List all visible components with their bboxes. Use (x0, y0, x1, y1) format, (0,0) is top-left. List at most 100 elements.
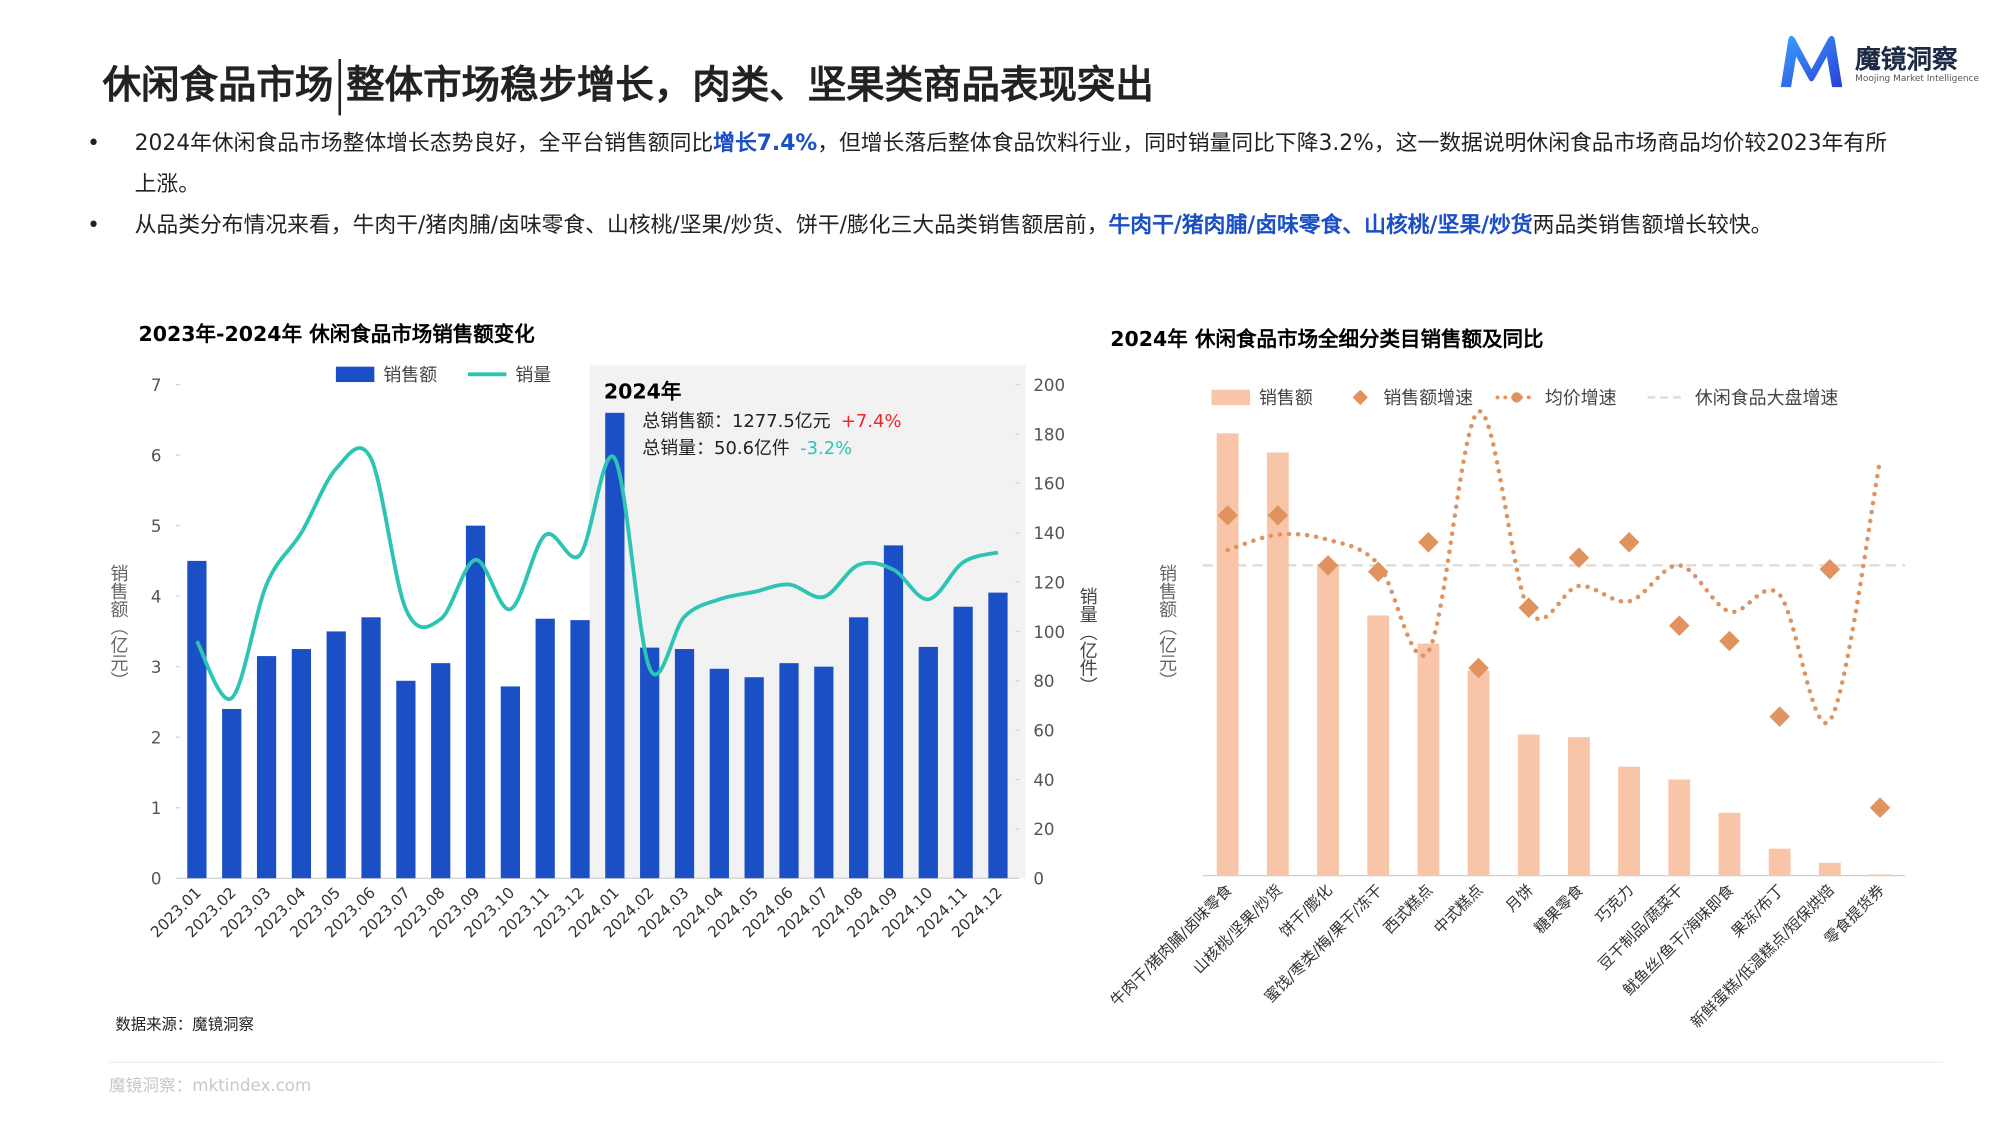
x-tick-label: 月饼 (1502, 881, 1536, 915)
bullet: • 从品类分布情况来看，牛肉干/猪肉脯/卤味零食、山核桃/坚果/炒货、饼干/膨化三… (87, 205, 1908, 246)
annotation-text: 总销量：50.6亿件 (642, 438, 790, 459)
y-tick-label: 5 (151, 517, 162, 536)
dotted-line (1225, 409, 1883, 726)
diamond-marker (1518, 597, 1540, 618)
legend-swatch (1211, 389, 1250, 406)
line (195, 446, 999, 701)
diamond-marker (1869, 797, 1891, 818)
bar (1668, 779, 1691, 876)
annotation-title: 2024年 (604, 380, 682, 404)
annotation-line: 总销售额：1277.5亿元 +7.4% (642, 411, 901, 432)
legend-swatch (1352, 389, 1368, 406)
text: ，但增长落后整体食品饮料行业，同时销量同比下降3.2%，这一数据说明休闲食品市场… (134, 130, 1888, 198)
bar (222, 708, 242, 879)
bar (883, 545, 904, 879)
y2-tick-label: 80 (1033, 672, 1054, 691)
bar (535, 618, 555, 879)
bullet-dot: • (87, 130, 101, 157)
title-sub: 整体市场稳步增长，肉类、坚果类商品表现突出 (346, 63, 1154, 109)
y2-tick-label: 20 (1033, 820, 1054, 839)
bar (1768, 848, 1791, 876)
bar (465, 525, 486, 879)
bar (1266, 452, 1289, 876)
y-tick-label: 1 (151, 799, 162, 818)
legend-label: 休闲食品大盘增速 (1695, 388, 1839, 409)
legend-label: 销量 (515, 365, 551, 386)
bar (570, 620, 590, 879)
y-tick-label: 7 (151, 376, 162, 395)
bar (779, 663, 799, 879)
y2-tick-label: 180 (1033, 425, 1065, 444)
bar (1818, 862, 1841, 876)
bar (605, 412, 625, 879)
bar (814, 666, 834, 879)
annotation-text: 总销售额：1277.5亿元 (642, 411, 830, 432)
emphasis-text: 牛肉干/猪肉脯/卤味零食、山核桃/坚果/炒货 (1108, 212, 1533, 239)
bullet: • 2024年休闲食品市场整体增长态势良好，全平台销售额同比增长7.4%，但增长落… (87, 123, 1908, 205)
legend-label: 销售额增速 (1383, 388, 1473, 409)
bar (500, 686, 520, 879)
text: 从品类分布情况来看，牛肉干/猪肉脯/卤味零食、山核桃/坚果/炒货、饼干/膨化三大… (134, 212, 1109, 239)
y-tick-label: 0 (151, 870, 162, 889)
y-axis-title: 销售额（亿元） (107, 564, 128, 690)
bar (326, 631, 346, 879)
logo-name: 魔镜洞察 (1855, 43, 1958, 75)
bar (361, 617, 381, 879)
bar (744, 677, 764, 879)
diamond-marker (1669, 615, 1690, 636)
diamond-marker (1819, 558, 1841, 580)
bar (431, 663, 451, 879)
highlight-region (589, 365, 1026, 879)
bar (291, 649, 312, 879)
y-tick-label: 6 (151, 447, 162, 466)
diamond-marker (1618, 532, 1640, 553)
bar (1568, 737, 1590, 876)
bullet-text: 从品类分布情况来看，牛肉干/猪肉脯/卤味零食、山核桃/坚果/炒货、饼干/膨化三大… (135, 205, 1908, 246)
legend-label: 销售额 (383, 365, 437, 386)
y2-axis-title: 销量（亿件） (1077, 587, 1098, 695)
bar (1367, 615, 1390, 876)
bar (709, 668, 729, 879)
diamond-marker (1769, 706, 1790, 727)
legend-label: 销售额 (1259, 388, 1313, 409)
bar (849, 617, 869, 879)
y2-tick-label: 140 (1033, 524, 1065, 543)
bar (1467, 670, 1490, 876)
bar (674, 649, 695, 879)
diamond-marker (1719, 630, 1740, 652)
legend-swatch (335, 366, 375, 383)
logo-tagline: Moojing Market Intelligence (1855, 73, 1980, 84)
chart-title: 2024年 休闲食品市场全细分类目销售额及同比 (1110, 327, 1543, 351)
page-title: 休闲食品市场 整体市场稳步增长，肉类、坚果类商品表现突出 (102, 58, 1154, 116)
bar (988, 592, 1008, 879)
x-tick-label: 山核桃/坚果/炒货 (1190, 881, 1286, 977)
title-separator (338, 58, 342, 116)
emphasis-text: 增长7.4% (713, 130, 818, 157)
bar (953, 606, 973, 879)
x-tick-label: 巧克力 (1592, 881, 1637, 926)
annotation-change: -3.2% (800, 438, 852, 459)
y2-tick-label: 40 (1033, 771, 1054, 790)
bar (396, 680, 416, 879)
diamond-marker (1418, 532, 1439, 553)
bullet-dot: • (87, 212, 101, 239)
bar (918, 646, 938, 879)
y-tick-label: 2 (151, 729, 162, 748)
bar (1869, 874, 1891, 876)
y2-tick-label: 100 (1033, 623, 1065, 642)
bar (1417, 643, 1440, 876)
title-main: 休闲食品市场 (102, 63, 334, 109)
legend-swatch-dot (1511, 392, 1522, 403)
y-axis-title: 销售额（亿元） (1156, 564, 1177, 690)
bullet-text: 2024年休闲食品市场整体增长态势良好，全平台销售额同比增长7.4%，但增长落后… (135, 123, 1908, 205)
footer: 魔镜洞察：mktindex.com (108, 1076, 312, 1097)
x-tick-label: 糖果零食 (1531, 881, 1587, 937)
footer-rule (108, 1061, 1943, 1063)
chart: 2024年 休闲食品市场全细分类目销售额及同比销售额（亿元）牛肉干/猪肉脯/卤味… (1107, 327, 1906, 1032)
y-tick-label: 3 (151, 658, 162, 677)
bar (1517, 734, 1540, 876)
legend-label: 均价增速 (1545, 388, 1617, 409)
